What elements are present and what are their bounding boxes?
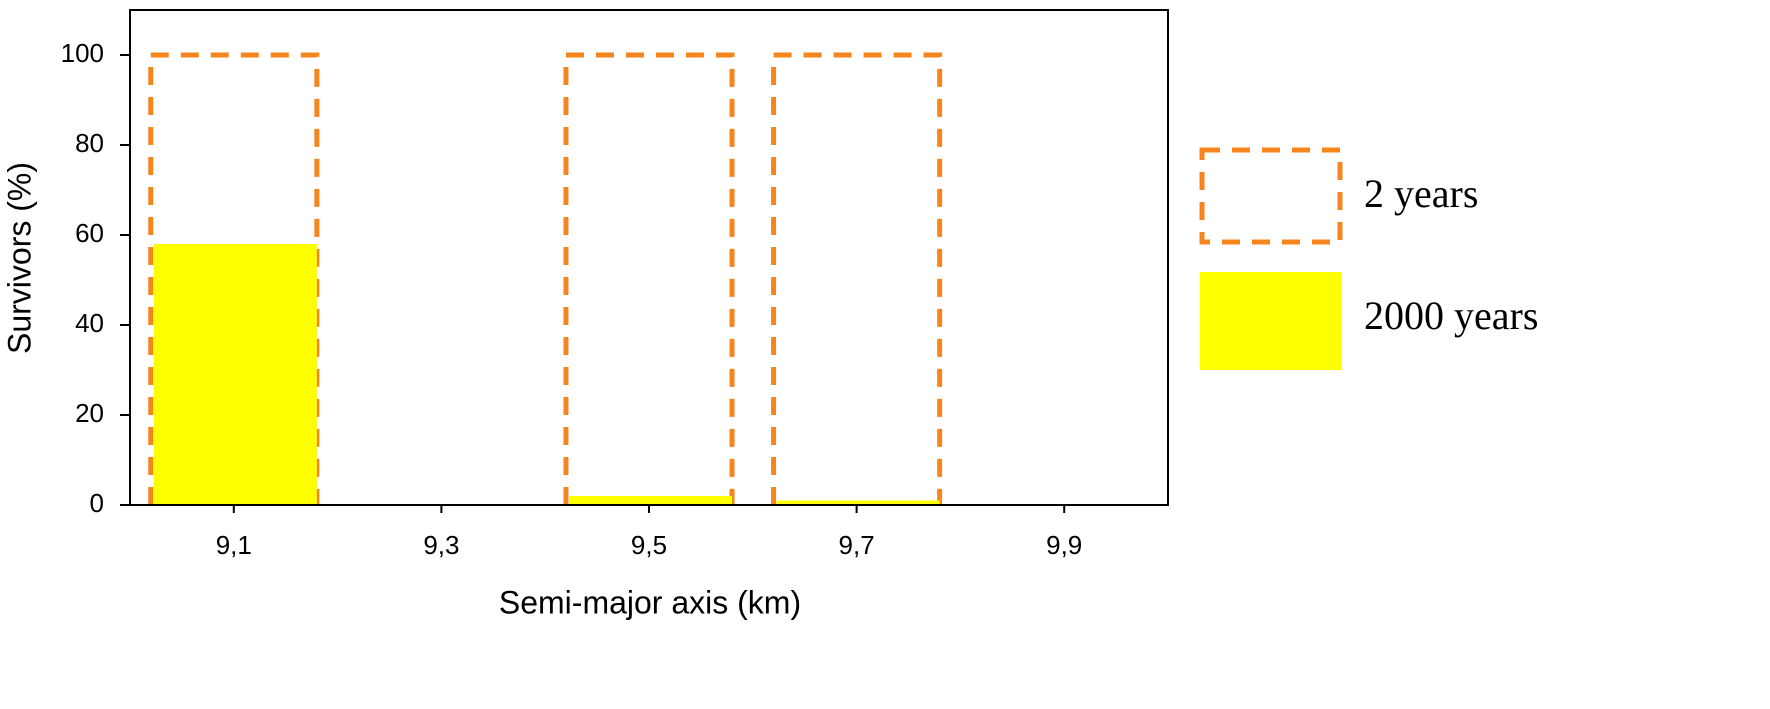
legend-swatch <box>1200 272 1342 370</box>
y-tick-label: 0 <box>90 488 104 518</box>
x-tick-label: 9,9 <box>1046 530 1082 560</box>
y-tick-label: 60 <box>75 218 104 248</box>
y-tick-label: 20 <box>75 398 104 428</box>
bar <box>153 244 317 505</box>
y-tick-label: 80 <box>75 128 104 158</box>
y-axis-label: Survivors (%) <box>1 162 37 354</box>
x-tick-label: 9,7 <box>839 530 875 560</box>
x-tick-label: 9,5 <box>631 530 667 560</box>
bar <box>771 52 943 505</box>
bar <box>568 496 733 505</box>
y-tick-label: 40 <box>75 308 104 338</box>
x-axis-label: Semi-major axis (km) <box>499 584 801 620</box>
legend-label: 2000 years <box>1364 293 1538 338</box>
y-tick-label: 100 <box>61 38 104 68</box>
x-tick-label: 9,3 <box>423 530 459 560</box>
legend-swatch <box>1199 147 1343 245</box>
bar <box>776 500 940 505</box>
legend-label: 2 years <box>1364 171 1478 216</box>
bar <box>563 52 735 505</box>
x-tick-label: 9,1 <box>216 530 252 560</box>
